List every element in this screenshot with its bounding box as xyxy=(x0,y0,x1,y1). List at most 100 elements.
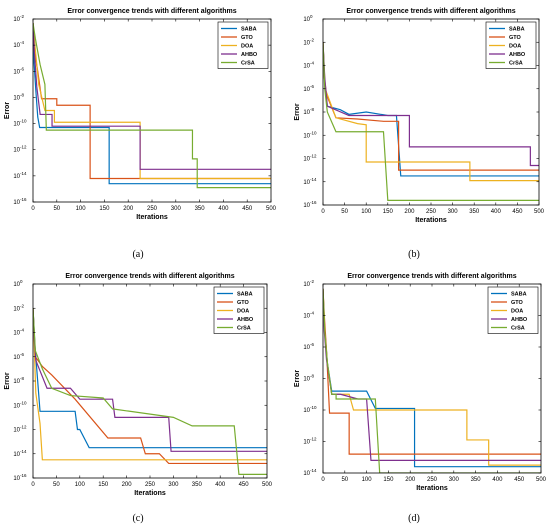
x-tick-label: 400 xyxy=(215,482,226,488)
x-tick-label: 50 xyxy=(341,209,348,215)
y-axis-label: Error xyxy=(4,102,11,119)
panel-caption: (c) xyxy=(132,513,143,524)
y-tick-exponent: -2 xyxy=(20,14,24,19)
series-line-ahbo xyxy=(33,22,271,170)
legend-label-ahbo: AHBO xyxy=(237,317,254,323)
x-tick-label: 150 xyxy=(99,206,110,212)
chart-panel-c: Error convergence trends with different … xyxy=(4,273,273,524)
y-tick-label: 10 xyxy=(303,440,310,446)
y-tick-label: 10 xyxy=(13,403,20,409)
y-tick-label: 10 xyxy=(13,174,20,180)
legend-label-gto: GTO xyxy=(511,300,524,306)
y-tick-label: 10 xyxy=(13,476,20,482)
y-tick-exponent: -16 xyxy=(20,197,27,202)
y-tick-exponent: -12 xyxy=(20,425,27,430)
y-tick-label: 10 xyxy=(13,355,20,361)
x-axis-label: Iterations xyxy=(136,214,168,221)
y-tick-label: 10 xyxy=(13,452,20,458)
series-line-crsa xyxy=(323,288,541,473)
y-tick-exponent: -12 xyxy=(310,154,317,159)
chart-title: Error convergence trends with different … xyxy=(67,8,236,15)
y-tick-label: 10 xyxy=(303,17,310,23)
y-axis-label: Error xyxy=(4,372,11,389)
x-axis-label: Iterations xyxy=(416,485,448,492)
legend: SABA GTO DOA AHBO CrSA xyxy=(217,21,269,69)
legend-label-doa: DOA xyxy=(511,309,523,315)
y-tick-exponent: -14 xyxy=(310,177,317,182)
chart-title: Error convergence trends with different … xyxy=(346,8,515,15)
panel-caption: (b) xyxy=(408,249,420,260)
y-tick-exponent: -16 xyxy=(310,200,317,205)
chart-panel-d: Error convergence trends with different … xyxy=(294,273,547,524)
y-tick-exponent: -6 xyxy=(310,342,314,347)
chart-panel-b: Error convergence trends with different … xyxy=(294,8,545,260)
y-tick-label: 10 xyxy=(303,180,310,186)
y-tick-exponent: -4 xyxy=(310,61,314,66)
y-tick-exponent: -2 xyxy=(310,279,314,284)
x-tick-label: 350 xyxy=(195,206,206,212)
x-tick-label: 250 xyxy=(147,206,158,212)
chart-title: Error convergence trends with different … xyxy=(65,273,234,280)
y-tick-label: 10 xyxy=(303,64,310,70)
x-tick-label: 400 xyxy=(491,209,502,215)
x-tick-label: 200 xyxy=(405,477,416,483)
x-tick-label: 300 xyxy=(448,209,459,215)
y-tick-exponent: -8 xyxy=(310,374,314,379)
y-tick-exponent: -4 xyxy=(310,311,314,316)
y-axis-label: Error xyxy=(294,103,301,120)
legend-label-ahbo: AHBO xyxy=(511,317,528,323)
x-tick-label: 150 xyxy=(98,482,109,488)
y-tick-label: 10 xyxy=(13,95,20,101)
y-tick-label: 10 xyxy=(303,471,310,477)
legend-label-saba: SABA xyxy=(509,27,525,33)
x-tick-label: 50 xyxy=(53,482,60,488)
x-tick-label: 0 xyxy=(321,209,325,215)
x-tick-label: 300 xyxy=(168,482,179,488)
series-line-crsa xyxy=(33,22,271,189)
x-tick-label: 450 xyxy=(242,206,253,212)
x-tick-label: 200 xyxy=(123,206,134,212)
legend-label-ahbo: AHBO xyxy=(241,52,258,58)
y-tick-label: 10 xyxy=(303,87,310,93)
legend-label-crsa: CrSA xyxy=(241,61,255,67)
x-tick-label: 250 xyxy=(145,482,156,488)
x-tick-label: 200 xyxy=(404,209,415,215)
x-tick-label: 0 xyxy=(321,477,325,483)
y-tick-label: 10 xyxy=(303,314,310,320)
y-tick-exponent: -14 xyxy=(20,449,27,454)
y-tick-label: 10 xyxy=(303,110,310,116)
y-tick-exponent: -14 xyxy=(310,468,317,473)
x-tick-label: 500 xyxy=(266,206,277,212)
y-tick-label: 10 xyxy=(13,200,20,206)
x-tick-label: 450 xyxy=(239,482,250,488)
x-tick-label: 450 xyxy=(512,209,523,215)
y-tick-exponent: -12 xyxy=(310,437,317,442)
y-tick-exponent: -6 xyxy=(310,84,314,89)
x-tick-label: 150 xyxy=(383,477,394,483)
series-line-doa xyxy=(33,308,267,461)
panel-caption: (d) xyxy=(408,513,420,524)
y-tick-exponent: 0 xyxy=(20,279,23,284)
x-tick-label: 200 xyxy=(122,482,133,488)
y-tick-exponent: -2 xyxy=(310,37,314,42)
y-tick-label: 10 xyxy=(303,40,310,46)
legend-label-crsa: CrSA xyxy=(511,326,525,332)
series-line-saba xyxy=(33,22,271,185)
legend-label-ahbo: AHBO xyxy=(509,52,526,58)
series-line-doa xyxy=(323,42,539,182)
y-tick-exponent: -6 xyxy=(20,66,24,71)
legend-label-doa: DOA xyxy=(509,44,521,50)
x-tick-label: 100 xyxy=(361,209,372,215)
x-tick-label: 450 xyxy=(514,477,525,483)
series-line-crsa xyxy=(33,308,267,475)
y-tick-exponent: 0 xyxy=(310,14,313,19)
y-tick-label: 10 xyxy=(303,377,310,383)
y-tick-label: 10 xyxy=(13,122,20,128)
y-tick-exponent: -12 xyxy=(20,145,27,150)
y-tick-label: 10 xyxy=(13,306,20,312)
y-tick-exponent: -4 xyxy=(20,328,24,333)
legend-label-crsa: CrSA xyxy=(509,61,523,67)
legend-label-doa: DOA xyxy=(237,309,249,315)
legend-label-gto: GTO xyxy=(241,35,254,41)
x-tick-label: 150 xyxy=(383,209,394,215)
